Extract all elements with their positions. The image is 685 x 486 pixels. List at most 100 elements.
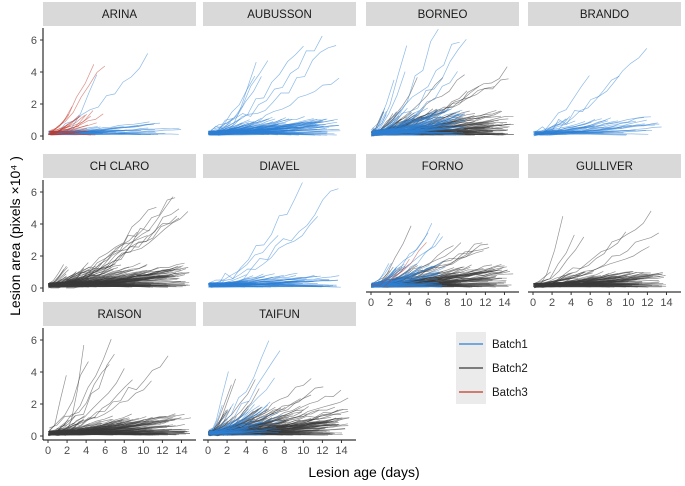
y-tick-label: 4 bbox=[31, 367, 37, 379]
series-line-batch2 bbox=[60, 354, 115, 428]
y-tick-label: 4 bbox=[31, 219, 37, 231]
facet-strip bbox=[203, 154, 356, 178]
series-line-batch3 bbox=[384, 258, 410, 287]
panel-borneo: BORNEO bbox=[366, 2, 519, 137]
x-tick-label: 4 bbox=[406, 297, 412, 309]
facet-strip-label: RAISON bbox=[97, 309, 141, 321]
series-line-batch1 bbox=[209, 134, 270, 136]
x-tick-label: 8 bbox=[281, 445, 287, 457]
facet-strip bbox=[203, 2, 356, 26]
series-line-batch2 bbox=[535, 271, 585, 288]
series-line-batch2 bbox=[539, 275, 653, 287]
x-tick-label: 4 bbox=[243, 445, 249, 457]
facet-strip bbox=[43, 154, 196, 178]
series-line-batch2 bbox=[371, 270, 390, 285]
series-line-batch1 bbox=[371, 110, 387, 133]
series-line-batch1 bbox=[219, 418, 266, 432]
series-line-batch2 bbox=[50, 432, 70, 435]
series-line-batch3 bbox=[48, 125, 71, 135]
legend-items: Batch1 Batch2 Batch3 bbox=[459, 339, 528, 399]
y-axis: 0 2 4 6 bbox=[31, 180, 44, 295]
series-line-batch1 bbox=[371, 262, 392, 286]
y-tick-label: 2 bbox=[31, 99, 37, 111]
series-line-batch1 bbox=[208, 340, 270, 437]
facet-strip-label: ARINA bbox=[102, 9, 137, 21]
series-line-batch1 bbox=[210, 427, 276, 434]
x-tick-label: 12 bbox=[479, 297, 491, 309]
series-line-batch2 bbox=[48, 283, 135, 287]
x-axis: 0 2 4 6 8 10 12 14 bbox=[528, 291, 681, 309]
series-line-batch1 bbox=[209, 125, 255, 133]
facet-strip bbox=[528, 2, 681, 26]
panel-aubusson: AUBUSSON bbox=[203, 2, 356, 136]
x-tick-label: 8 bbox=[121, 445, 127, 457]
series-lines bbox=[370, 223, 514, 289]
series-line-batch1 bbox=[207, 235, 279, 284]
x-tick-label: 12 bbox=[316, 445, 328, 457]
series-lines bbox=[532, 210, 667, 289]
series-lines bbox=[207, 182, 341, 288]
panel-raison: RAISON bbox=[43, 302, 196, 437]
panel-arina: ARINA bbox=[43, 2, 196, 136]
series-line-batch1 bbox=[208, 411, 249, 433]
facet-strip-label: GULLIVER bbox=[576, 161, 633, 173]
series-line-batch1 bbox=[371, 126, 425, 132]
panel-gulliver: GULLIVER bbox=[528, 154, 681, 289]
series-line-batch2 bbox=[48, 269, 182, 286]
facet-strip bbox=[43, 2, 196, 26]
x-tick-label: 10 bbox=[460, 297, 472, 309]
series-line-batch1 bbox=[534, 122, 658, 134]
facet-strip bbox=[366, 154, 519, 178]
series-line-batch1 bbox=[208, 284, 284, 287]
series-line-batch2 bbox=[537, 283, 559, 287]
series-line-batch1 bbox=[533, 121, 592, 133]
x-tick-label: 14 bbox=[175, 445, 187, 457]
series-line-batch1 bbox=[371, 266, 446, 286]
x-tick-label: 2 bbox=[387, 297, 393, 309]
facet-strip bbox=[366, 2, 519, 26]
facet-strip-label: CH CLARO bbox=[90, 161, 149, 173]
facet-strip-label: TAIFUN bbox=[259, 309, 300, 321]
series-line-batch1 bbox=[210, 404, 269, 435]
series-lines bbox=[47, 338, 192, 437]
x-tick-label: 6 bbox=[425, 297, 431, 309]
series-line-batch1 bbox=[534, 120, 619, 134]
series-line-batch1 bbox=[533, 75, 620, 137]
y-tick-label: 0 bbox=[31, 431, 37, 443]
x-tick-label: 10 bbox=[297, 445, 309, 457]
legend-label: Batch1 bbox=[492, 339, 528, 351]
series-line-batch1 bbox=[209, 422, 254, 434]
x-tick-label: 12 bbox=[641, 297, 653, 309]
legend-item-batch3: Batch3 bbox=[459, 387, 528, 399]
series-line-batch3 bbox=[49, 132, 92, 136]
series-line-batch1 bbox=[209, 371, 229, 435]
panels-layer: ARINA AUBUSSON BORNEO BRANDO CH CLARO DIAVEL F… bbox=[43, 2, 681, 437]
x-tick-label: 6 bbox=[587, 297, 593, 309]
series-line-batch1 bbox=[210, 127, 305, 133]
x-tick-label: 6 bbox=[102, 445, 108, 457]
facet-strip-label: AUBUSSON bbox=[247, 9, 312, 21]
series-line-batch3 bbox=[48, 114, 69, 133]
x-tick-label: 14 bbox=[660, 297, 672, 309]
series-line-batch1 bbox=[372, 264, 430, 287]
x-tick-label: 0 bbox=[368, 297, 374, 309]
series-line-batch2 bbox=[537, 246, 650, 286]
series-line-batch1 bbox=[214, 429, 282, 436]
panel-ch-claro: CH CLARO bbox=[43, 154, 196, 289]
series-line-batch1 bbox=[210, 35, 323, 131]
series-line-batch2 bbox=[535, 277, 595, 285]
y-axes-layer: 0 2 4 6 0 2 4 6 0 2 4 6 bbox=[31, 28, 44, 443]
series-line-batch2 bbox=[533, 283, 662, 286]
x-tick-label: 14 bbox=[335, 445, 347, 457]
y-axis: 0 2 4 6 bbox=[31, 328, 44, 443]
series-line-batch1 bbox=[209, 122, 243, 135]
series-lines bbox=[207, 340, 350, 437]
y-tick-label: 6 bbox=[31, 335, 37, 347]
legend-item-batch1: Batch1 bbox=[459, 339, 528, 351]
series-line-batch1 bbox=[533, 120, 576, 132]
series-lines bbox=[47, 196, 191, 289]
x-tick-label: 2 bbox=[224, 445, 230, 457]
series-line-batch1 bbox=[48, 53, 149, 135]
series-line-batch2 bbox=[50, 432, 186, 435]
